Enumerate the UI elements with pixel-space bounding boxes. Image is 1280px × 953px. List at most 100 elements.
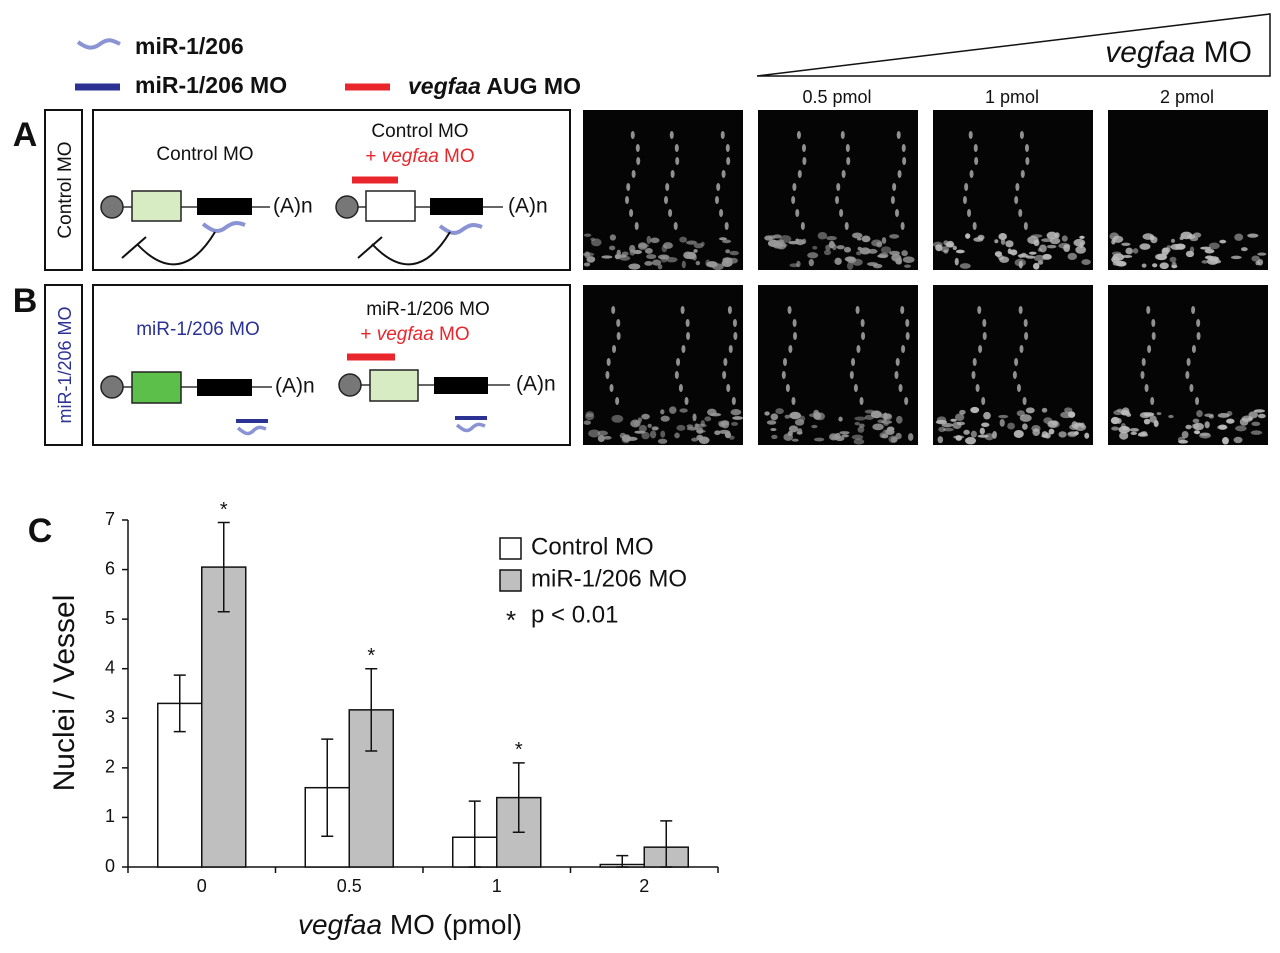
cell-blob — [938, 426, 946, 433]
cell-blob — [1054, 232, 1060, 239]
cell-blob — [972, 358, 977, 366]
cell-blob — [1150, 397, 1155, 405]
y-tick-label: 6 — [105, 558, 115, 578]
cell-blob — [679, 236, 687, 243]
italic-part: vegfaa — [408, 73, 481, 99]
cell-blob — [695, 423, 707, 428]
cell-blob — [1147, 345, 1152, 353]
cell-blob — [856, 345, 861, 353]
cell-blob — [675, 157, 680, 165]
cell-blob — [984, 433, 995, 441]
cell-blob — [641, 431, 650, 440]
cell-blob — [815, 412, 825, 421]
cell-blob — [695, 260, 701, 266]
dose-label: 1 pmol — [985, 87, 1039, 107]
cell-blob — [1032, 262, 1040, 270]
cell-blob — [1132, 248, 1139, 254]
utr — [197, 379, 252, 396]
cell-blob — [1023, 319, 1028, 327]
cell-blob — [834, 436, 845, 442]
cell-blob — [982, 319, 987, 327]
cell-blob — [723, 358, 728, 366]
cell-blob — [1031, 425, 1041, 432]
error-bar — [660, 820, 673, 868]
cell-blob — [616, 332, 621, 340]
inhibition-arc — [357, 231, 451, 266]
cell-blob — [698, 436, 710, 444]
cell-blob — [1033, 254, 1046, 262]
cell-blob — [1181, 430, 1189, 439]
cell-blob — [649, 430, 657, 439]
cell-blob — [1217, 425, 1228, 430]
row-label: Control MO — [55, 141, 76, 238]
cell-blob — [1041, 431, 1049, 438]
cell-blob — [586, 256, 596, 263]
cell-blob — [609, 384, 614, 392]
cell-blob — [583, 420, 591, 425]
cell-blob — [1151, 319, 1156, 327]
cell-blob — [956, 421, 966, 426]
cell-blob — [1253, 409, 1266, 413]
cell-blob — [1037, 260, 1044, 265]
error-bar — [173, 674, 186, 733]
cell-blob — [905, 332, 910, 340]
cell-blob — [1121, 407, 1130, 414]
cell-blob — [597, 430, 608, 436]
cell-blob — [583, 262, 591, 267]
cell-blob — [895, 209, 900, 217]
cell-blob — [1022, 397, 1027, 405]
cell-blob — [681, 345, 686, 353]
text-part: MO — [1204, 36, 1252, 69]
cell-blob — [660, 415, 670, 422]
cell-blob — [1233, 436, 1243, 444]
cell-blob — [1191, 345, 1196, 353]
cell-blob — [904, 397, 909, 405]
cell-blob — [1199, 433, 1211, 439]
cell-blob — [834, 257, 842, 266]
cell-blob — [851, 434, 864, 440]
cell-blob — [935, 419, 948, 425]
cell-blob — [1200, 246, 1211, 250]
cell-blob — [681, 260, 686, 269]
cell-blob — [1048, 428, 1055, 435]
text-part: MO — [439, 324, 470, 345]
cell-blob — [1217, 412, 1230, 418]
cell-blob — [1143, 418, 1151, 425]
cell-blob — [851, 232, 863, 239]
cell-blob — [606, 358, 611, 366]
cell-blob — [1014, 358, 1019, 366]
cell-blob — [963, 429, 970, 435]
cell-blob — [634, 430, 646, 434]
cell-blob — [817, 231, 828, 240]
cell-blob — [791, 438, 799, 442]
cell-blob — [1005, 240, 1014, 248]
cell-blob — [797, 428, 803, 435]
text-part: + — [365, 146, 376, 167]
cell-blob — [722, 371, 727, 379]
cell-blob — [1023, 222, 1028, 230]
cell-blob — [1015, 183, 1020, 191]
cell-blob — [954, 257, 959, 266]
cell-blob — [704, 416, 712, 422]
cell-blob — [588, 429, 601, 438]
cell-blob — [853, 438, 865, 445]
cell-blob — [650, 237, 660, 244]
cell-blob — [674, 371, 679, 379]
cell-blob — [1170, 238, 1176, 243]
cap — [100, 195, 124, 219]
error-bar — [616, 854, 629, 868]
orf — [131, 190, 182, 222]
cell-blob — [981, 397, 986, 405]
cell-blob — [669, 131, 674, 139]
cap — [338, 373, 362, 397]
cell-blob — [660, 430, 666, 438]
cell-blob — [1247, 233, 1259, 238]
cell-blob — [881, 420, 893, 424]
cell-blob — [854, 421, 860, 426]
cell-blob — [692, 413, 697, 422]
cell-blob — [1240, 247, 1248, 252]
cell-blob — [1000, 238, 1006, 245]
cell-blob — [795, 238, 800, 245]
cell-blob — [1208, 242, 1220, 250]
y-tick-label: 3 — [105, 707, 115, 727]
